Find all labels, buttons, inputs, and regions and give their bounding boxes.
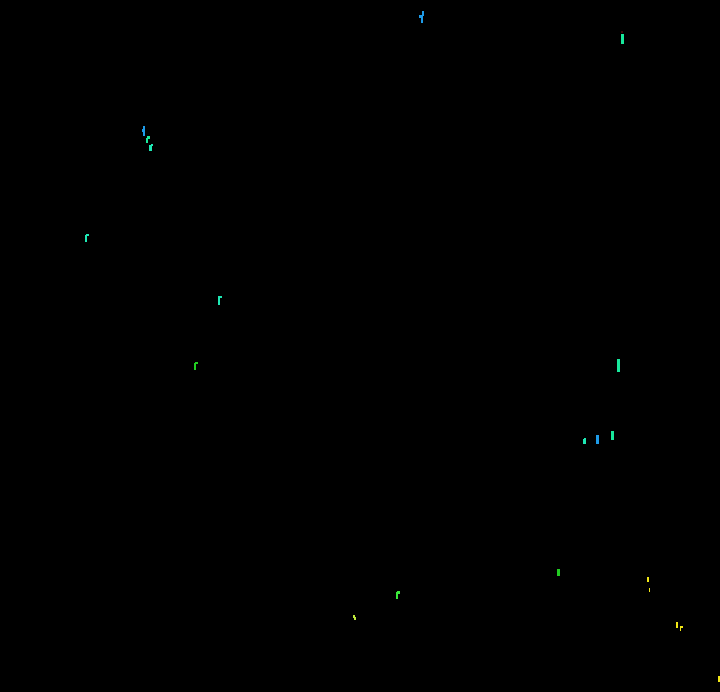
glyph-segment <box>218 297 220 305</box>
glyph-segment <box>422 11 424 16</box>
glyph-segment <box>419 15 423 18</box>
glyph-segment <box>149 145 152 151</box>
glyph-segment <box>353 615 355 618</box>
glyph-segment <box>195 362 198 364</box>
glyph-segment <box>147 136 150 139</box>
glyph-segment <box>142 129 145 132</box>
glyph-segment <box>143 131 145 136</box>
glyph-segment <box>676 622 678 628</box>
glyph-segment <box>617 359 620 372</box>
glyph-segment <box>151 144 153 146</box>
glyph-segment <box>194 363 196 370</box>
glyph-segment <box>583 439 586 444</box>
glyph-segment <box>557 569 560 576</box>
glyph-segment <box>218 296 222 298</box>
glyph-segment <box>354 617 356 620</box>
glyph-segment <box>596 435 599 444</box>
glyph-segment <box>680 627 681 631</box>
glyph-segment <box>143 126 145 130</box>
glyph-segment <box>85 235 87 242</box>
glyph-segment <box>718 676 720 682</box>
glyph-segment <box>647 577 649 582</box>
glyph-segment <box>146 138 148 143</box>
glyph-segment <box>611 431 614 440</box>
glyph-segment <box>86 234 89 236</box>
glyph-segment <box>621 31 623 33</box>
glyph-segment <box>680 626 683 628</box>
glyph-segment <box>621 34 624 44</box>
glyph-segment <box>397 591 400 594</box>
glyph-segment <box>396 592 398 599</box>
glyph-segment <box>421 17 423 23</box>
glyph-segment <box>649 588 650 592</box>
